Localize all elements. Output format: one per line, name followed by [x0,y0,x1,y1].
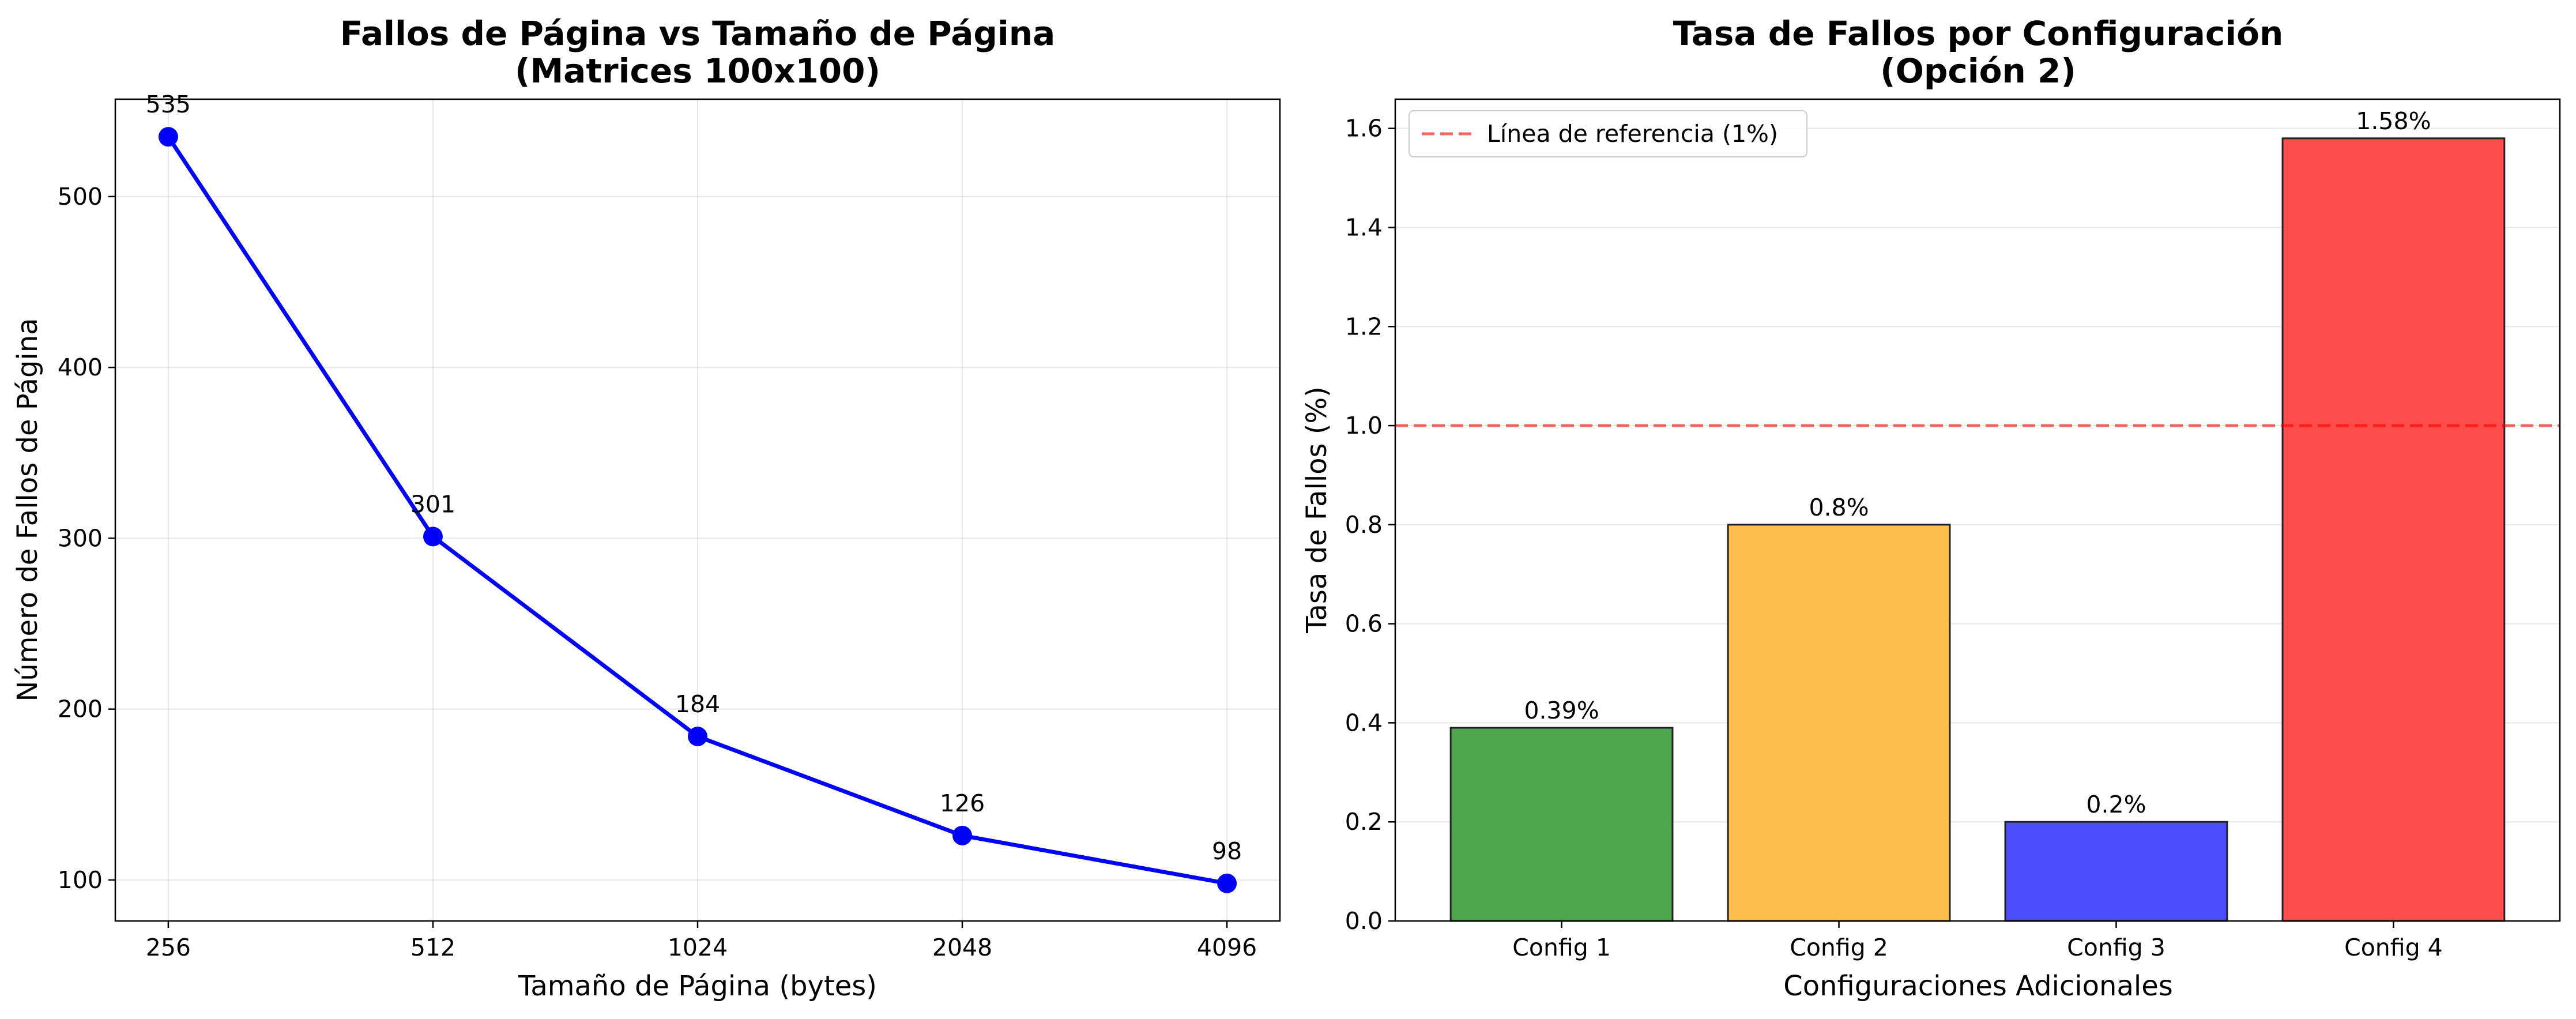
right-x-tick-label: Config 3 [2067,934,2166,961]
right-y-tick-label: 1.2 [1345,313,1383,340]
right-y-tick-label: 0.0 [1345,907,1383,935]
right-y-tick-label: 1.4 [1345,213,1383,241]
right-legend: Línea de referencia (1%) [1408,110,1807,157]
right-y-tick-label: 1.0 [1345,412,1383,439]
right-y-tick-label: 0.6 [1345,610,1383,638]
right-bar-value-label: 1.58% [2356,107,2431,135]
right-chart-title: Tasa de Fallos por Configuración [1673,14,2284,53]
right-chart-subtitle: (Opción 2) [1880,51,2076,91]
right-y-tick-label: 0.4 [1345,709,1383,736]
right-plot-frame [1394,98,2561,922]
left-data-label: 301 [410,490,455,518]
left-x-tick-label: 256 [146,934,191,961]
right-bar [1727,524,1951,922]
left-y-axis-label: Número de Fallos de Página [12,318,44,701]
right-bar-value-label: 0.8% [1809,494,1869,521]
right-legend-label: Línea de referencia (1%) [1487,120,1778,148]
right-x-tick-label: Config 1 [1512,934,1611,961]
right-x-tick-label: Config 2 [1790,934,1888,961]
left-y-tick-label: 200 [58,695,103,723]
left-chart-title: Fallos de Página vs Tamaño de Página [340,14,1055,53]
left-data-label: 98 [1212,837,1242,865]
left-data-point [688,727,707,747]
left-x-tick-label: 1024 [668,934,728,961]
left-data-point [158,127,178,147]
left-y-tick-label: 400 [58,354,103,381]
left-data-point [952,825,973,845]
left-y-tick-label: 100 [58,866,103,894]
left-x-tick-label: 2048 [932,934,992,961]
right-y-axis-label: Tasa de Fallos (%) [1301,386,1333,634]
left-y-tick-label: 500 [58,183,103,210]
left-plot-area: 100 200 300 400 500 256 512 1024 2048 4096 535 301 1… [58,91,1281,961]
right-bar-value-label: 0.39% [1524,697,1599,724]
left-data-label: 535 [146,91,191,118]
right-x-tick-label: Config 4 [2344,934,2443,961]
right-plot-area: 0.39% 0.8% 0.2% 1.58% 0.0 0.2 0.4 0.6 0.8 1.0 1.2 1… [1345,98,2561,961]
right-bar [2281,137,2506,922]
right-y-tick-label: 0.8 [1345,511,1383,539]
right-x-axis-label: Configuraciones Adicionales [1783,970,2173,1002]
right-bar-value-label: 0.2% [2086,791,2146,818]
right-bar [2004,821,2228,922]
left-x-axis-label: Tamaño de Página (bytes) [518,970,877,1002]
left-data-point [423,527,443,547]
left-y-tick-label: 300 [58,524,103,552]
right-y-tick-label: 0.2 [1345,808,1383,836]
left-data-point [1217,873,1237,893]
left-x-tick-label: 4096 [1197,934,1257,961]
left-x-tick-label: 512 [410,934,455,961]
right-y-tick-label: 1.6 [1345,115,1383,142]
right-bar [1449,727,1674,922]
left-data-label: 184 [675,690,720,718]
left-chart-subtitle: (Matrices 100x100) [515,51,880,91]
left-data-label: 126 [940,789,985,817]
right-legend-box [1408,110,1807,157]
